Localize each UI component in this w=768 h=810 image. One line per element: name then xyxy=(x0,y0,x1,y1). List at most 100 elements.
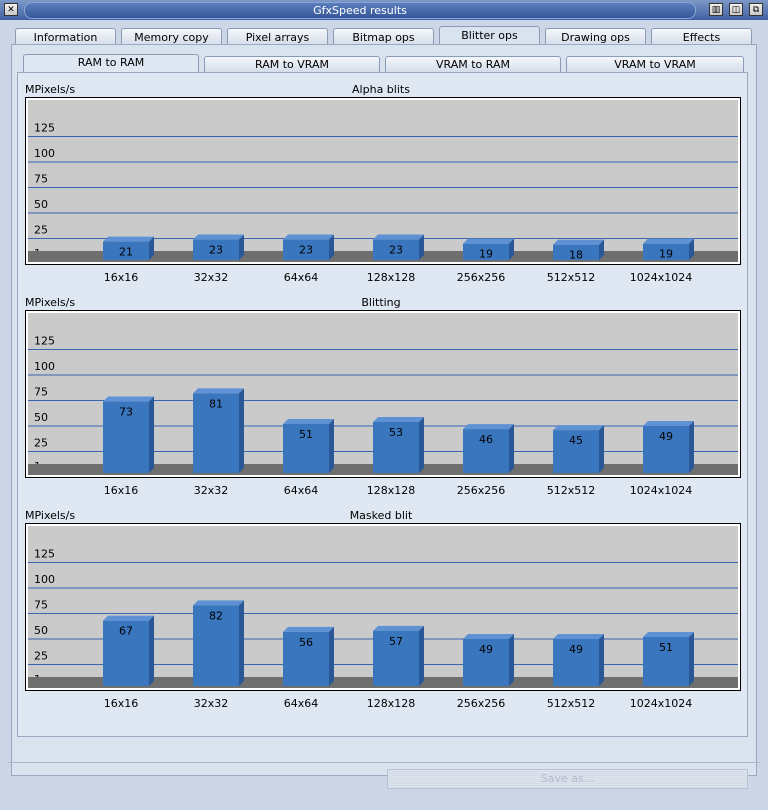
bar-front-face xyxy=(193,605,239,686)
bar-top-face xyxy=(643,421,694,427)
x-tick-label: 64x64 xyxy=(283,484,319,497)
y-tick-label: 125 xyxy=(34,335,55,348)
bar-side-face xyxy=(599,634,604,686)
bar: 73 xyxy=(103,396,154,473)
bar-value-label: 18 xyxy=(569,249,583,262)
bar-value-label: 49 xyxy=(569,643,583,656)
window-body: Information Memory copy Pixel arrays Bit… xyxy=(0,20,768,810)
y-tick-label: 125 xyxy=(34,548,55,561)
bar-side-face xyxy=(149,396,154,473)
bar: 45 xyxy=(553,425,604,473)
x-tick-label: 128x128 xyxy=(366,697,416,710)
bar-side-face xyxy=(329,626,334,686)
bar-top-face xyxy=(283,418,334,424)
y-tick-label: 50 xyxy=(34,624,48,637)
bar-value-label: 73 xyxy=(119,406,133,419)
tab-information[interactable]: Information xyxy=(15,28,116,46)
y-tick-label: 50 xyxy=(34,411,48,424)
bar-top-face xyxy=(193,388,244,394)
bar-value-label: 51 xyxy=(659,641,673,654)
chart-title: Blitting xyxy=(361,296,401,309)
tab-pixel-arrays[interactable]: Pixel arrays xyxy=(227,28,328,46)
x-tick-label: 16x16 xyxy=(103,484,139,497)
bar-chart-svg: 125507510012573815153464549 xyxy=(28,313,738,475)
title-bar: ✕ GfxSpeed results ▥ ◫ ⧉ xyxy=(0,0,768,21)
bar-value-label: 57 xyxy=(389,635,403,648)
bar-top-face xyxy=(643,631,694,637)
bar-front-face xyxy=(373,239,419,260)
zoom-button[interactable]: ◫ xyxy=(729,3,743,16)
bar-side-face xyxy=(239,388,244,473)
bar: 19 xyxy=(643,238,694,261)
bar-top-face xyxy=(643,238,694,244)
bar-side-face xyxy=(509,634,514,686)
tab-blitter-ops[interactable]: Blitter ops xyxy=(439,26,540,46)
bar-front-face xyxy=(553,244,599,260)
bar: 57 xyxy=(373,625,424,686)
bar-value-label: 82 xyxy=(209,609,223,622)
bar-front-face xyxy=(463,639,509,686)
bar: 19 xyxy=(463,238,514,261)
bar-side-face xyxy=(149,615,154,686)
x-tick-label: 32x32 xyxy=(193,697,229,710)
tab-drawing-ops[interactable]: Drawing ops xyxy=(545,28,646,46)
bar: 23 xyxy=(193,234,244,260)
y-unit-label: MPixels/s xyxy=(25,296,76,309)
bar: 56 xyxy=(283,626,334,686)
bar-front-face xyxy=(553,430,599,473)
y-tick-label: 125 xyxy=(34,122,55,135)
tab-effects[interactable]: Effects xyxy=(651,28,752,46)
y-tick-label: 25 xyxy=(34,224,48,237)
y-tick-label: 75 xyxy=(34,386,48,399)
x-tick-label: 512x512 xyxy=(546,697,596,710)
bar-value-label: 21 xyxy=(119,246,133,259)
depth-button[interactable]: ⧉ xyxy=(749,3,763,16)
bar-value-label: 53 xyxy=(389,426,403,439)
bar-value-label: 49 xyxy=(659,430,673,443)
bar-value-label: 56 xyxy=(299,636,313,649)
bar-value-label: 23 xyxy=(389,244,403,257)
bar: 51 xyxy=(643,631,694,686)
bar: 49 xyxy=(463,634,514,686)
bar: 49 xyxy=(643,421,694,473)
bar-side-face xyxy=(689,631,694,686)
subtab-ram-to-ram[interactable]: RAM to RAM xyxy=(23,54,199,73)
bar-side-face xyxy=(419,416,424,473)
x-tick-label: 512x512 xyxy=(546,271,596,284)
bar-side-face xyxy=(419,625,424,686)
x-tick-label: 64x64 xyxy=(283,271,319,284)
x-tick-label: 16x16 xyxy=(103,271,139,284)
bar: 23 xyxy=(283,234,334,260)
bar-top-face xyxy=(283,234,334,240)
bar-top-face xyxy=(373,416,424,422)
bar-value-label: 46 xyxy=(479,433,493,446)
close-window-button[interactable]: ✕ xyxy=(4,3,18,16)
bar-top-face xyxy=(193,600,244,606)
x-tick-label: 1024x1024 xyxy=(629,697,693,710)
bar-value-label: 23 xyxy=(209,244,223,257)
subtab-ram-to-vram[interactable]: RAM to VRAM xyxy=(204,56,380,73)
bar-top-face xyxy=(553,425,604,431)
x-tick-label: 128x128 xyxy=(366,484,416,497)
bar-chart-svg: 125507510012521232323191819 xyxy=(28,100,738,262)
save-as-button[interactable]: Save as... xyxy=(387,769,748,789)
tab-bitmap-ops[interactable]: Bitmap ops xyxy=(333,28,434,46)
bar-side-face xyxy=(419,234,424,260)
x-tick-label: 256x256 xyxy=(456,484,506,497)
subtab-vram-to-ram[interactable]: VRAM to RAM xyxy=(385,56,561,73)
bar: 21 xyxy=(103,236,154,260)
bar-value-label: 19 xyxy=(479,248,493,261)
iconify-button[interactable]: ▥ xyxy=(709,3,723,16)
bar-front-face xyxy=(103,401,149,473)
bar-side-face xyxy=(689,421,694,473)
bar-side-face xyxy=(599,425,604,473)
subtab-vram-to-vram[interactable]: VRAM to VRAM xyxy=(566,56,744,73)
iconify-icon: ▥ xyxy=(711,5,721,15)
bar-top-face xyxy=(373,234,424,240)
bar-front-face xyxy=(283,631,329,686)
bar-front-face xyxy=(643,636,689,686)
bar-top-face xyxy=(463,634,514,640)
bar-value-label: 23 xyxy=(299,244,313,257)
close-icon: ✕ xyxy=(7,5,15,15)
tab-memory-copy[interactable]: Memory copy xyxy=(121,28,222,46)
